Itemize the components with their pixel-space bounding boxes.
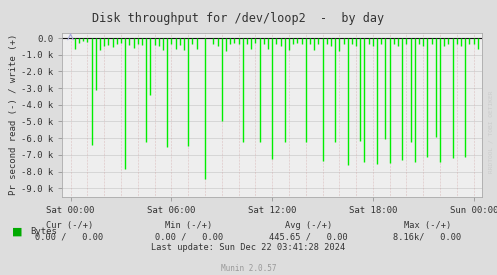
Text: 0.00 /   0.00: 0.00 / 0.00: [155, 232, 223, 241]
Text: Avg (-/+): Avg (-/+): [284, 221, 332, 230]
Text: RRDTOOL / TOBI OETIKER: RRDTOOL / TOBI OETIKER: [489, 91, 494, 173]
Text: Munin 2.0.57: Munin 2.0.57: [221, 264, 276, 273]
Text: Cur (-/+): Cur (-/+): [46, 221, 93, 230]
Y-axis label: Pr second read (-) / write (+): Pr second read (-) / write (+): [9, 34, 18, 196]
Text: Min (-/+): Min (-/+): [165, 221, 213, 230]
Text: Bytes: Bytes: [30, 227, 57, 236]
Text: 0.00 /   0.00: 0.00 / 0.00: [35, 232, 104, 241]
Text: Last update: Sun Dec 22 03:41:28 2024: Last update: Sun Dec 22 03:41:28 2024: [152, 243, 345, 252]
Text: 445.65 /   0.00: 445.65 / 0.00: [269, 232, 347, 241]
Text: 8.16k/   0.00: 8.16k/ 0.00: [393, 232, 462, 241]
Text: Disk throughput for /dev/loop2  -  by day: Disk throughput for /dev/loop2 - by day: [92, 12, 385, 25]
Text: ■: ■: [12, 227, 23, 237]
Text: Max (-/+): Max (-/+): [404, 221, 451, 230]
